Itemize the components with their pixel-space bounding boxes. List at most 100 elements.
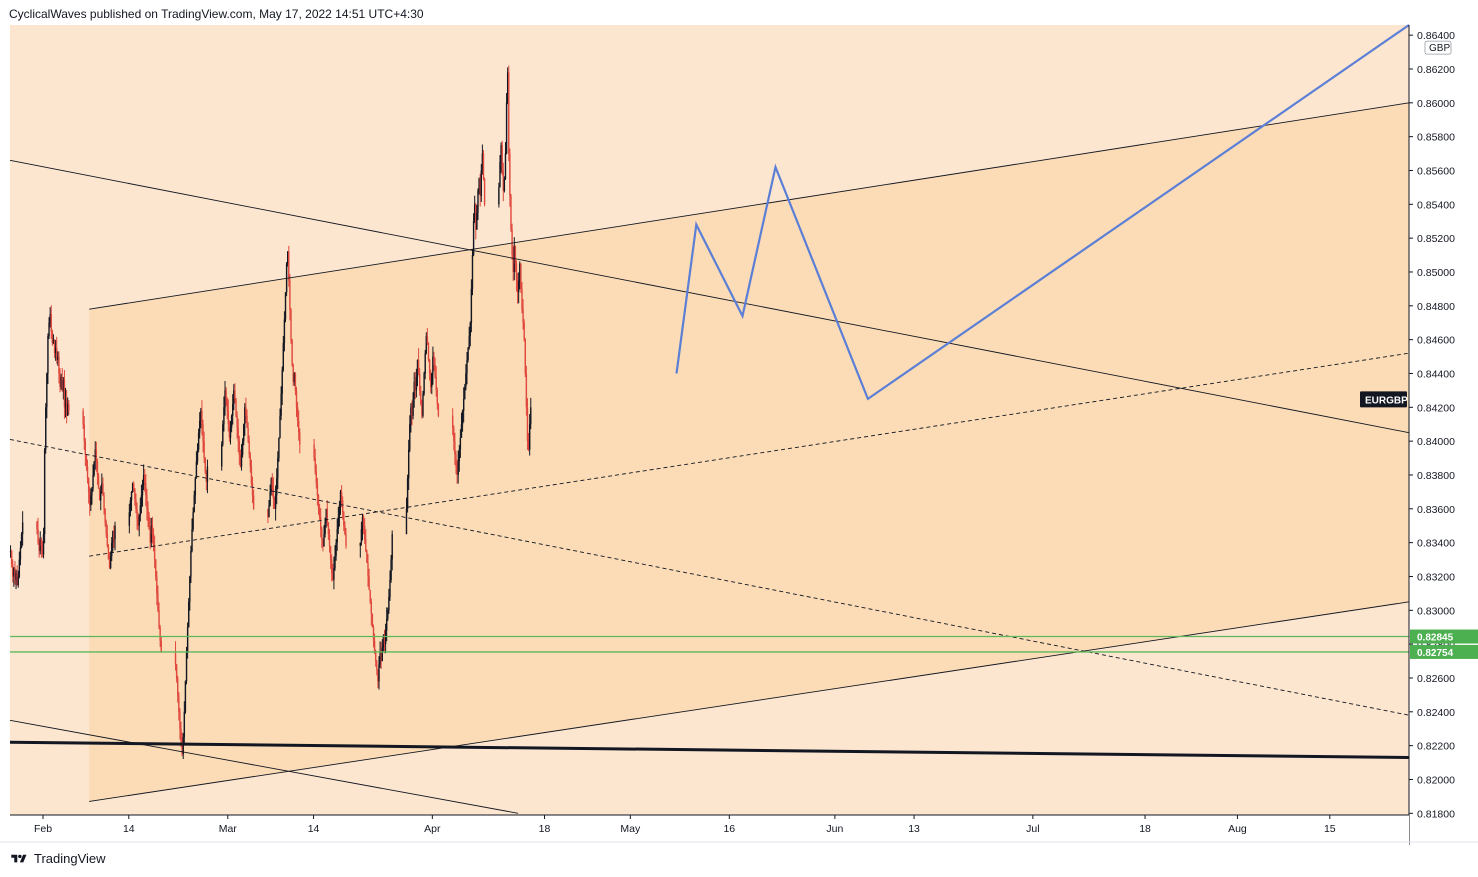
- candle-body: [390, 559, 392, 580]
- candle-body: [82, 410, 84, 425]
- candle-body: [480, 170, 482, 196]
- candle-body: [473, 204, 476, 222]
- candle-body: [102, 483, 104, 496]
- candle-body: [227, 410, 230, 425]
- candle: [512, 245, 514, 282]
- candle: [530, 397, 532, 430]
- candle: [470, 279, 473, 333]
- candle: [456, 459, 458, 484]
- candle-body: [190, 551, 192, 577]
- candle: [387, 607, 389, 621]
- candle-body: [320, 517, 322, 530]
- candle: [195, 451, 198, 479]
- candle-body: [323, 534, 325, 547]
- footer: TradingView: [9, 851, 106, 866]
- candle-body: [361, 517, 364, 530]
- candle-body: [37, 529, 39, 543]
- candle-body: [374, 652, 377, 662]
- candle-body: [381, 647, 383, 662]
- candle: [384, 623, 387, 654]
- candle-body: [58, 356, 60, 374]
- candle: [54, 340, 57, 361]
- candle-body: [315, 471, 318, 484]
- candle-body: [426, 336, 429, 344]
- candle: [41, 540, 44, 558]
- candle-body: [146, 495, 148, 509]
- candle: [65, 390, 68, 424]
- candle: [334, 545, 336, 571]
- candle-body: [17, 576, 19, 585]
- candle-body: [222, 424, 224, 445]
- candle: [40, 537, 43, 558]
- candle: [192, 507, 194, 532]
- candle-body: [195, 461, 198, 479]
- candle-body: [109, 556, 112, 569]
- candle: [15, 569, 17, 590]
- support-lines: [10, 635, 1409, 653]
- candle-body: [45, 407, 47, 450]
- candle: [324, 517, 326, 538]
- candle-body: [178, 694, 180, 712]
- candle-body: [339, 491, 342, 506]
- candle-body: [49, 314, 51, 323]
- candle-body: [407, 449, 410, 479]
- candle: [150, 518, 153, 548]
- x-tick-label: 14: [308, 823, 320, 835]
- candle-body: [510, 195, 512, 230]
- candle-body: [418, 373, 421, 391]
- candle: [227, 399, 230, 432]
- y-tick-label: 0.81800: [1417, 808, 1455, 820]
- candle: [267, 508, 269, 524]
- candle: [204, 457, 206, 475]
- candle-body: [244, 407, 246, 425]
- candle-body: [476, 212, 478, 230]
- candle-body: [470, 288, 473, 323]
- price-level-badge: [1410, 644, 1478, 659]
- candle: [68, 400, 70, 415]
- candle: [475, 202, 477, 240]
- candle: [157, 585, 159, 613]
- candle: [142, 464, 145, 491]
- candle-body: [101, 483, 103, 492]
- candle-body: [479, 178, 481, 196]
- candle-body: [205, 471, 208, 482]
- y-tick-label: 0.86200: [1417, 64, 1455, 76]
- x-tick-label: Aug: [1228, 823, 1247, 835]
- candle: [225, 387, 227, 406]
- candle: [368, 568, 370, 591]
- candle-body: [238, 441, 241, 455]
- x-axis[interactable]: Feb 14 Mar 14 Apr 18 May 16 Jun 13 Jul 18 Aug 15: [0, 814, 1478, 845]
- candle: [111, 536, 113, 562]
- candle: [205, 470, 208, 491]
- candle-body: [83, 424, 85, 442]
- candle: [317, 494, 320, 515]
- candle: [138, 514, 140, 537]
- candle: [337, 506, 340, 535]
- candle-body: [235, 398, 237, 416]
- candle: [338, 500, 341, 527]
- candle: [376, 659, 378, 676]
- x-tick-label: Jun: [826, 823, 843, 835]
- candle-body: [411, 407, 413, 416]
- candle: [9, 545, 12, 558]
- candle-body: [328, 534, 331, 547]
- candle: [406, 474, 409, 513]
- candle: [426, 328, 429, 346]
- candle: [18, 551, 21, 579]
- candle: [226, 397, 228, 420]
- candle-body: [277, 458, 279, 479]
- y-axis[interactable]: 0.86400 0.86200 0.86000 0.85800 0.85600 0.854…: [1408, 25, 1478, 845]
- candle-body: [252, 495, 255, 509]
- candle: [322, 538, 324, 552]
- candle-body: [203, 441, 205, 459]
- candle: [62, 377, 65, 400]
- candle: [91, 487, 93, 505]
- candle: [144, 469, 146, 492]
- candle-body: [149, 529, 151, 543]
- candle: [437, 403, 440, 418]
- candle: [106, 524, 109, 548]
- candle: [332, 564, 334, 581]
- candle-body: [329, 546, 332, 560]
- candle: [476, 204, 478, 230]
